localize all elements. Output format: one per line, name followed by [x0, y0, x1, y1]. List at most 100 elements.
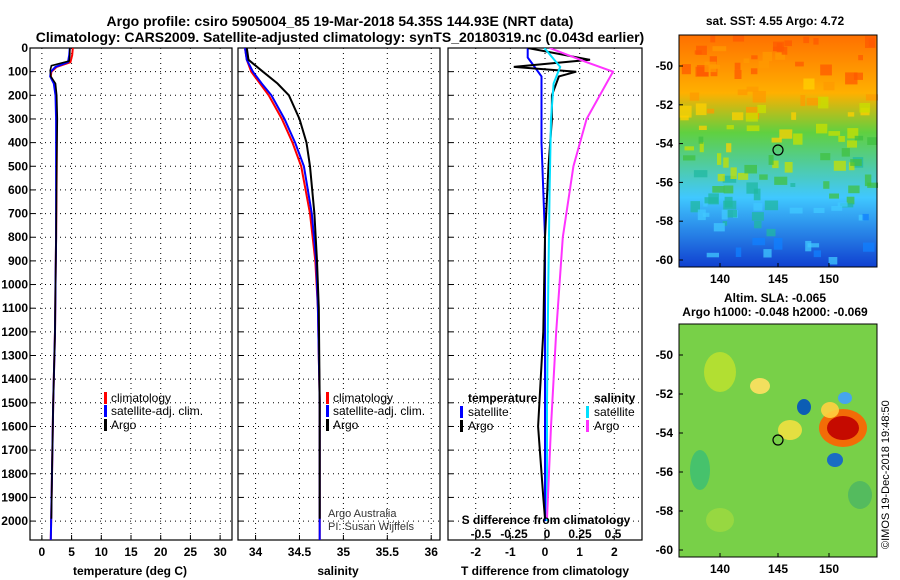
sst-patch — [864, 174, 872, 187]
map-y-tick-label: -54 — [656, 137, 674, 151]
x-tick-label: 10 — [95, 545, 109, 559]
sst-patch — [754, 221, 762, 229]
sla-anomaly — [827, 453, 843, 467]
sst-patch — [867, 182, 878, 188]
legend-swatch-t-argo — [460, 420, 463, 432]
sst-patch — [745, 112, 758, 122]
sst-patch — [679, 105, 692, 118]
x-tick-label: 0 — [39, 545, 46, 559]
sst-patch — [759, 174, 768, 180]
sla-argo-location-marker — [772, 434, 784, 446]
sst-patch — [766, 228, 776, 237]
s-difference-label: S difference from climatology — [462, 513, 631, 527]
depth-tick-label: 1100 — [2, 301, 28, 315]
sst-patch — [865, 36, 876, 48]
legend-temperature-title: temperature — [468, 391, 538, 405]
map-y-tick-label: -52 — [656, 98, 674, 112]
x-tick-label: 2 — [611, 545, 618, 559]
sst-patch — [753, 188, 761, 201]
depth-tick-label: 400 — [8, 136, 28, 150]
sst-patch — [722, 221, 728, 226]
sst-patch — [696, 65, 709, 76]
sst-patch — [723, 185, 734, 194]
sst-patch — [717, 153, 722, 165]
depth-tick-label: 1900 — [1, 490, 28, 504]
sst-patch — [757, 105, 766, 114]
map-y-tick-label: -56 — [656, 465, 674, 479]
depth-tick-label: 300 — [8, 112, 28, 126]
sst-axis: 140 145 150 -50 -52 -54 -56 -58 -60 — [656, 59, 840, 286]
sst-argo-location-marker — [772, 144, 784, 156]
salinity-axis: 34 34.5 35 35.5 36 — [238, 47, 439, 559]
depth-tick-label: 100 — [8, 65, 28, 79]
s-satellite-line — [543, 48, 562, 522]
s-difference-ticks: -0.5 -0.25 0 0.25 0.5 — [471, 527, 622, 541]
sst-patch — [706, 252, 719, 258]
legend-satellite: satellite-adj. clim. — [111, 404, 203, 418]
sla-map: Altim. SLA: -0.065 Argo h1000: -0.048 h2… — [656, 291, 878, 576]
sst-patch — [713, 223, 725, 232]
sst-patch — [807, 243, 820, 248]
map-x-tick-label: 150 — [819, 272, 839, 286]
sst-patch — [722, 175, 737, 183]
sst-patch — [848, 185, 860, 194]
sst-patch — [837, 202, 848, 207]
legend-swatch-argo — [104, 419, 107, 431]
difference-legend: temperature satellite Argo salinity sate… — [460, 391, 636, 433]
t-satellite-line — [526, 48, 546, 522]
chart-title-line1: Argo profile: csiro 5905004_85 19-Mar-20… — [106, 13, 574, 29]
map-y-tick-label: -58 — [656, 504, 674, 518]
sst-patch — [795, 61, 804, 67]
map-y-tick-label: -54 — [656, 426, 674, 440]
sst-patch — [863, 242, 875, 252]
x-tick-label: 1 — [576, 545, 583, 559]
sst-patch — [828, 131, 841, 136]
sst-patch — [697, 209, 706, 221]
sla-anomaly — [827, 416, 859, 440]
sst-patch — [734, 69, 742, 79]
sst-patch — [803, 78, 815, 90]
salinity-legend: climatology satellite-adj. clim. Argo — [326, 391, 425, 432]
sla-map-title1: Altim. SLA: -0.065 — [724, 291, 826, 305]
s-tick: 0.5 — [605, 527, 622, 541]
x-tick-label: 35 — [337, 545, 351, 559]
chart-title-line2: Climatology: CARS2009. Satellite-adjuste… — [35, 29, 645, 45]
sst-patch — [833, 160, 846, 171]
depth-tick-label: 200 — [8, 88, 28, 102]
depth-tick-label: 800 — [8, 230, 28, 244]
legend-swatch-climatology — [326, 392, 329, 404]
legend-satellite: satellite-adj. clim. — [333, 404, 425, 418]
sla-anomaly — [797, 399, 811, 415]
temperature-panel: 0 5 10 15 20 25 300100200300400500600700800900… — [1, 41, 233, 578]
depth-tick-label: 1500 — [1, 396, 28, 410]
sst-patch — [859, 103, 871, 113]
sst-patch — [726, 143, 732, 153]
x-tick-label: 36 — [425, 545, 439, 559]
sst-patch — [734, 62, 741, 70]
legend-t-satellite: satellite — [468, 405, 509, 419]
legend-s-satellite: satellite — [594, 405, 635, 419]
x-tick-label: 25 — [184, 545, 198, 559]
sst-patch — [800, 95, 806, 106]
s-argo-line — [546, 48, 615, 519]
legend-argo: Argo — [333, 418, 359, 432]
sst-patch — [758, 60, 769, 69]
sst-patch — [683, 155, 696, 161]
sst-patch — [746, 125, 760, 132]
sst-map: sat. SST: 4.55 Argo: 4.72 140 145 150 -50 -5… — [656, 14, 878, 286]
x-tick-label: 34.5 — [288, 545, 312, 559]
map-y-tick-label: -58 — [656, 214, 674, 228]
sla-anomaly — [704, 352, 736, 392]
legend-argo: Argo — [111, 418, 137, 432]
salinity-panel: 34 34.5 35 35.5 36 salinity climatology sate… — [237, 47, 441, 578]
sst-patch — [847, 112, 855, 117]
sst-patch — [848, 162, 855, 171]
sst-patch — [828, 257, 838, 265]
sst-patch — [867, 137, 878, 145]
sla-anomaly — [821, 402, 839, 418]
sst-patch — [829, 193, 839, 199]
sst-patch — [774, 176, 788, 185]
map-y-tick-label: -60 — [656, 253, 674, 267]
temperature-lines — [49, 48, 74, 540]
